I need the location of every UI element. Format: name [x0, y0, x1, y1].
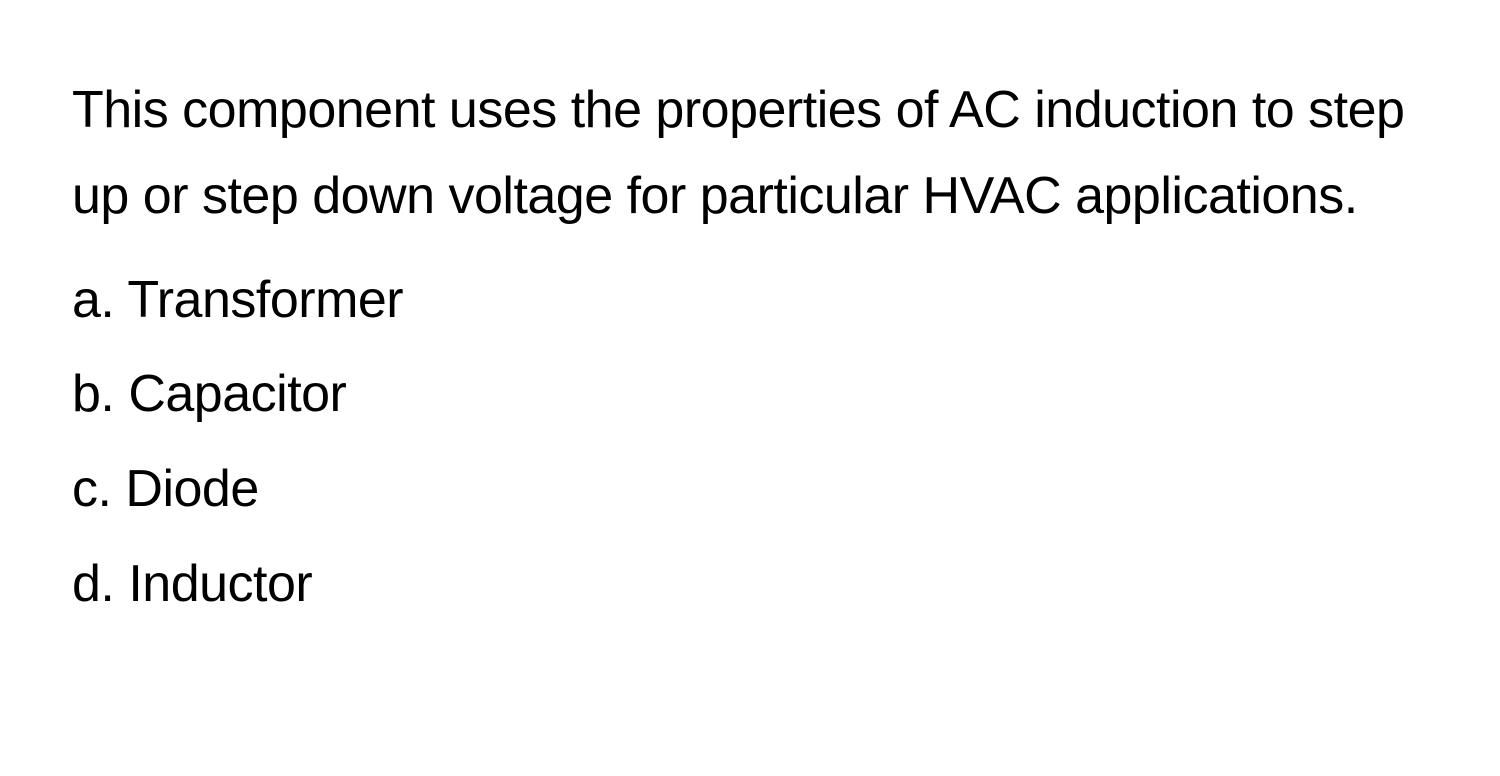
- option-c: c. Diode: [72, 453, 1428, 526]
- option-a-letter: a: [72, 271, 100, 329]
- option-a-separator: .: [100, 271, 127, 329]
- option-c-separator: .: [98, 460, 126, 518]
- option-d: d. Inductor: [72, 548, 1428, 621]
- option-b: b. Capacitor: [72, 358, 1428, 431]
- option-a-label: Transformer: [127, 271, 403, 329]
- option-d-letter: d: [72, 555, 100, 613]
- option-b-label: Capacitor: [128, 365, 346, 423]
- options-list: a. Transformer b. Capacitor c. Diode d. …: [72, 264, 1428, 621]
- option-b-letter: b: [72, 365, 100, 423]
- option-c-label: Diode: [125, 460, 258, 518]
- option-b-separator: .: [100, 365, 128, 423]
- option-d-label: Inductor: [128, 555, 312, 613]
- option-d-separator: .: [100, 555, 128, 613]
- option-a: a. Transformer: [72, 264, 1428, 337]
- question-text: This component uses the properties of AC…: [72, 68, 1428, 240]
- option-c-letter: c: [72, 460, 98, 518]
